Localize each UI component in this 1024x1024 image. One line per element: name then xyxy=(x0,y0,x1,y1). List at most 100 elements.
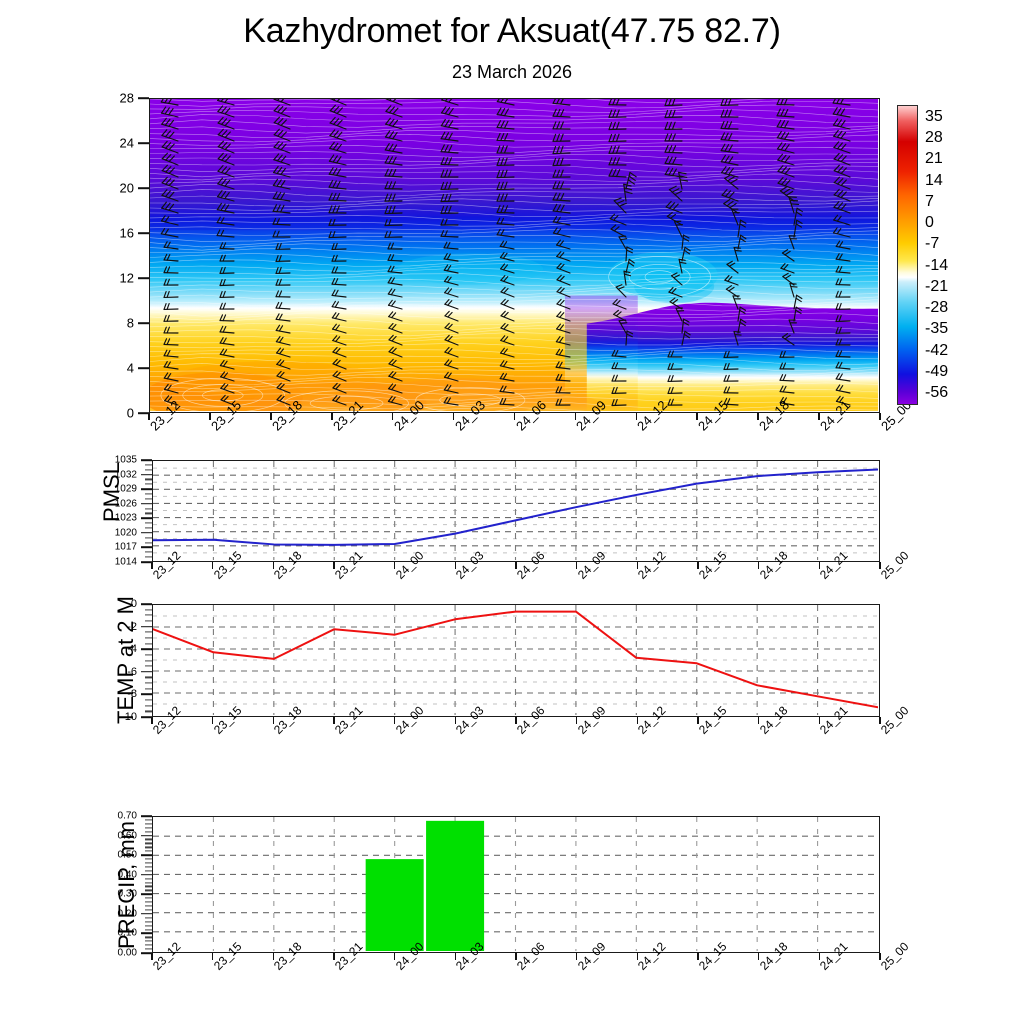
y-tickmark-1035 xyxy=(141,459,152,461)
x-tickmark-25_00 xyxy=(879,717,881,724)
x-tickmark-23_21 xyxy=(330,413,333,420)
y-tickmark-1020 xyxy=(141,532,152,534)
y-minor-tick xyxy=(145,483,152,485)
colorbar-tick-0: 0 xyxy=(925,214,934,232)
x-tickmark-24_09 xyxy=(575,717,578,724)
colorbar-tick-minus14: -14 xyxy=(925,256,949,274)
pmsl-line-render xyxy=(153,461,878,560)
x-tickmark-24_09 xyxy=(574,413,577,420)
y-minor-tick xyxy=(145,537,152,539)
y-tick-label-28: 28 xyxy=(119,90,134,106)
x-tickmark-23_21 xyxy=(333,953,335,960)
x-tickmark-24_18 xyxy=(757,717,760,724)
x-tickmark-24_00 xyxy=(391,413,394,420)
y-minor-tick xyxy=(145,620,152,622)
y-minor-tick xyxy=(145,682,152,684)
colorbar-tick-minus56: -56 xyxy=(925,384,949,401)
colorbar-tick-minus7: -7 xyxy=(925,235,940,253)
colorbar-tick-21: 21 xyxy=(925,150,943,168)
y-minor-tick xyxy=(145,838,152,841)
x-tickmark-23_18 xyxy=(272,717,275,724)
y-minor-tick xyxy=(145,493,152,495)
colorbar-tick-28: 28 xyxy=(925,129,943,147)
y-tickmark-0p20 xyxy=(141,913,152,915)
y-tick-label-16: 16 xyxy=(119,225,134,241)
y-minor-tick xyxy=(145,710,152,712)
y-minor-tick xyxy=(145,614,152,616)
y-tickmark-4 xyxy=(138,367,149,369)
x-tickmark-24_18 xyxy=(757,953,760,960)
precip-axis-title: PRECIP, mm xyxy=(114,821,139,949)
colorbar-tick-35: 35 xyxy=(925,108,943,125)
y-tickmark-0p70 xyxy=(141,815,152,817)
y-tickmark-minus4 xyxy=(141,648,152,650)
y-minor-tick xyxy=(145,928,152,931)
temp-axis-title: TEMP at 2 M xyxy=(113,596,138,724)
y-minor-tick xyxy=(145,659,152,662)
y-minor-tick xyxy=(145,642,152,645)
y-minor-tick xyxy=(145,541,152,544)
y-minor-tick xyxy=(145,878,152,880)
x-tickmark-23_15 xyxy=(211,562,214,569)
y-tickmark-12 xyxy=(138,277,149,279)
y-minor-tick xyxy=(145,827,152,829)
y-minor-tick xyxy=(145,631,152,633)
x-tickmark-24_06 xyxy=(513,413,516,420)
x-tickmark-23_18 xyxy=(272,953,275,960)
x-tickmark-23_15 xyxy=(211,953,214,960)
x-tick-label-25_00: 25_00 xyxy=(878,548,912,582)
y-minor-tick xyxy=(145,885,152,888)
y-tickmark-1023 xyxy=(141,517,152,520)
x-tickmark-24_09 xyxy=(575,953,578,960)
y-minor-tick xyxy=(145,936,152,938)
y-tick-label-8: 8 xyxy=(126,315,134,331)
y-minor-tick xyxy=(145,881,152,884)
y-minor-tick xyxy=(145,901,152,903)
y-tickmark-0p40 xyxy=(141,873,152,876)
y-minor-tick xyxy=(145,831,152,833)
cross-section-render xyxy=(150,99,878,411)
y-tick-label-12: 12 xyxy=(119,270,134,286)
pmsl-plot xyxy=(152,460,880,562)
y-tickmark-0p50 xyxy=(141,854,152,856)
y-minor-tick xyxy=(145,527,152,529)
y-minor-tick xyxy=(145,637,152,639)
y-tickmark-1026 xyxy=(141,502,152,505)
y-minor-tick xyxy=(145,909,152,911)
y-minor-tick xyxy=(145,925,152,927)
x-tickmark-24_21 xyxy=(818,953,821,960)
y-tick-label-20: 20 xyxy=(119,180,134,196)
x-tickmark-23_12 xyxy=(151,717,153,724)
y-minor-tick xyxy=(145,699,152,701)
x-tickmark-24_15 xyxy=(696,413,699,420)
x-tickmark-24_18 xyxy=(757,562,760,569)
x-tickmark-24_21 xyxy=(818,717,821,724)
y-tickmark-0 xyxy=(138,412,149,414)
colorbar-tick-7: 7 xyxy=(925,192,934,210)
y-tickmark-minus2 xyxy=(141,625,152,628)
y-tickmark-16 xyxy=(138,232,149,234)
y-minor-tick xyxy=(145,944,152,946)
colorbar-tick-labels: 35 28 21 14 7 0 -7 -14 -21 -28 -35 -42 -49 -56 xyxy=(925,105,985,405)
y-tickmark-0p60 xyxy=(141,834,152,837)
x-tick-label-25_00: 25_00 xyxy=(878,703,912,737)
x-tickmark-23_21 xyxy=(333,562,335,569)
y-minor-tick xyxy=(145,889,152,891)
y-minor-tick xyxy=(145,551,152,553)
y-minor-tick xyxy=(145,819,152,821)
y-minor-tick xyxy=(145,850,152,852)
x-tickmark-24_15 xyxy=(697,717,699,724)
temperature-colorbar xyxy=(897,105,918,405)
x-tickmark-24_00 xyxy=(393,562,396,569)
y-minor-tick xyxy=(145,478,152,481)
x-tickmark-24_06 xyxy=(515,953,517,960)
y-tickmark-1032 xyxy=(141,473,152,476)
y-tickmark-0p00 xyxy=(141,952,152,954)
cross-section-plot xyxy=(149,98,880,413)
y-minor-tick xyxy=(145,823,152,825)
x-tickmark-24_12 xyxy=(636,717,639,724)
y-tickmark-minus10 xyxy=(141,716,152,718)
x-tickmark-24_21 xyxy=(818,562,821,569)
pmsl-axis-title: PMSL xyxy=(99,462,124,522)
x-tickmark-24_09 xyxy=(575,562,578,569)
